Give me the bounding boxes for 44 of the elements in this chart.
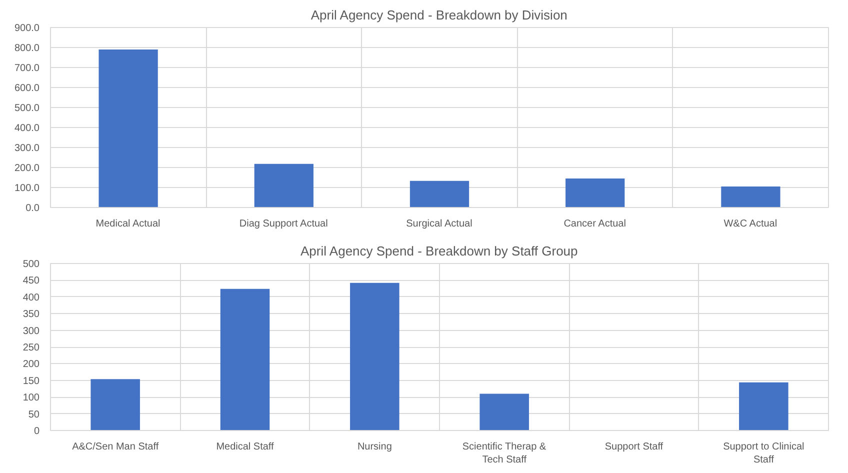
y-tick-label: 200.0	[14, 163, 40, 174]
bar	[350, 282, 400, 430]
y-tick-label: 500.0	[14, 103, 40, 114]
chart-title: April Agency Spend - Breakdown by Staff Group	[300, 244, 578, 258]
y-tick-label: 800.0	[14, 43, 40, 54]
x-tick-label: Medical Staff	[216, 442, 274, 452]
bar	[220, 288, 270, 430]
x-tick-label: Cancer Actual	[564, 218, 626, 230]
y-tick-label: 150	[22, 376, 40, 387]
bar	[480, 394, 529, 430]
chart-title: April Agency Spend - Breakdown by Division	[310, 8, 568, 22]
x-tick-label: Surgical Actual	[406, 218, 472, 230]
bar	[566, 178, 625, 208]
y-tick-label: 50	[28, 409, 40, 420]
y-tick-label: 300.0	[14, 143, 40, 154]
y-tick-label: 300	[22, 326, 40, 337]
y-tick-label: 500	[22, 259, 40, 270]
y-tick-label: 400.0	[14, 123, 40, 134]
y-tick-label: 900.0	[14, 23, 40, 34]
x-tick-label: Medical Actual	[96, 218, 160, 230]
bar	[254, 164, 314, 208]
y-tick-label: 100	[22, 392, 40, 404]
y-tick-label: 250	[22, 342, 40, 354]
bar	[98, 50, 158, 208]
x-tick-label: Nursing	[357, 442, 392, 452]
x-tick-label: Diag Support Actual	[239, 218, 328, 230]
y-tick-label: 450	[22, 276, 40, 287]
x-tick-label: Scientific Therap & Tech Staff	[462, 442, 546, 466]
y-tick-label: 600.0	[14, 83, 40, 94]
y-tick-label: 0	[34, 426, 40, 437]
y-tick-label: 400	[22, 292, 40, 304]
bar	[739, 382, 788, 430]
bar	[721, 186, 780, 208]
x-tick-label: A&C/Sen Man Staff	[72, 442, 159, 452]
y-tick-label: 200	[22, 359, 40, 370]
bar	[90, 379, 140, 430]
y-tick-label: 350	[22, 309, 40, 320]
bar	[410, 180, 470, 208]
y-tick-label: 0.0	[26, 203, 40, 214]
y-tick-label: 100.0	[14, 183, 40, 194]
x-tick-label: W&C Actual	[724, 218, 778, 230]
x-tick-label: Support to Clinical Staff	[723, 442, 804, 466]
y-tick-label: 700.0	[14, 63, 40, 74]
x-tick-label: Support Staff	[604, 442, 664, 452]
